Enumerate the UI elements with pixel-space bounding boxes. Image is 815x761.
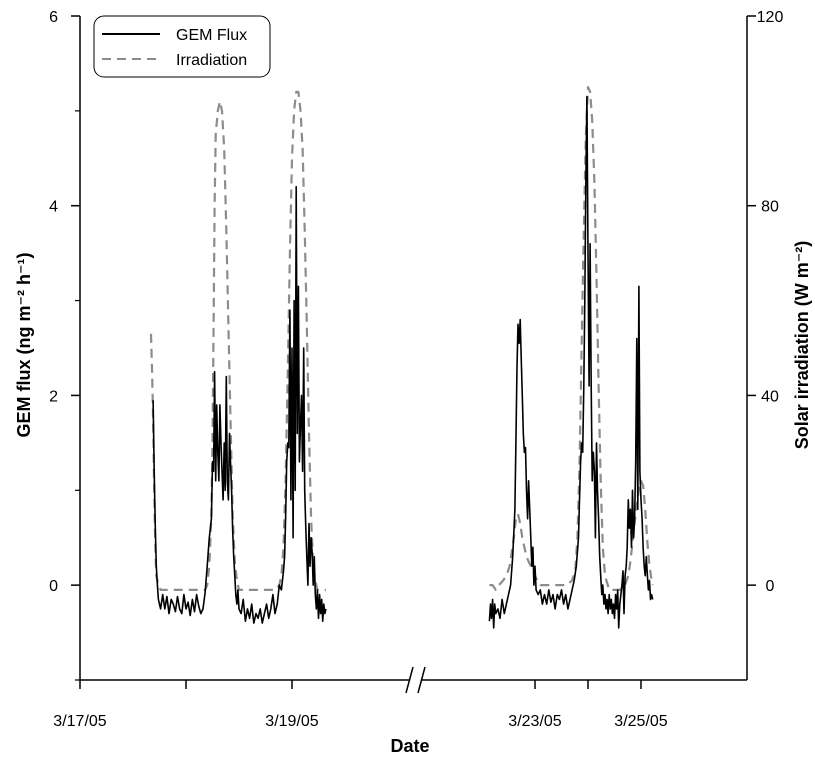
y-left-tick-label: 6 <box>49 9 58 26</box>
legend: GEM Flux Irradiation <box>93 15 271 78</box>
irradiation-line <box>149 90 326 591</box>
y-left-tick-label: 4 <box>49 199 58 216</box>
legend-box <box>93 15 271 78</box>
gem-flux-line <box>152 185 327 624</box>
axis-break-mark <box>405 666 414 694</box>
y-right-ticks: 0 40 80 120 <box>747 9 783 595</box>
gem-flux-line <box>488 95 654 629</box>
y-right-tick-label: 120 <box>757 9 784 26</box>
legend-gem-flux-label: GEM Flux <box>176 27 247 44</box>
x-ticks: 3/17/05 3/19/05 3/23/05 3/25/05 <box>53 680 668 730</box>
x-tick-label: 3/23/05 <box>508 713 561 730</box>
x-tick-label: 3/25/05 <box>614 713 667 730</box>
y-left-tick-label: 2 <box>49 388 58 405</box>
x-tick-label: 3/17/05 <box>53 713 106 730</box>
series-layer <box>149 86 654 629</box>
y-left-ticks: 0 2 4 6 <box>49 9 80 681</box>
y-left-tick-label: 0 <box>49 578 58 595</box>
y-right-tick-label: 40 <box>761 388 779 405</box>
right-y-axis-title: Solar irradiation (W m⁻²) <box>792 241 812 450</box>
y-right-tick-label: 80 <box>761 199 779 216</box>
x-axis-title: Date <box>390 736 429 756</box>
left-y-axis-title: GEM flux (ng m⁻² h⁻¹) <box>14 253 34 438</box>
axis-break-mark <box>417 666 426 694</box>
y-right-tick-label: 0 <box>766 578 775 595</box>
x-tick-label: 3/19/05 <box>265 713 318 730</box>
plot-axes <box>79 16 748 694</box>
legend-irradiation-label: Irradiation <box>176 52 247 69</box>
